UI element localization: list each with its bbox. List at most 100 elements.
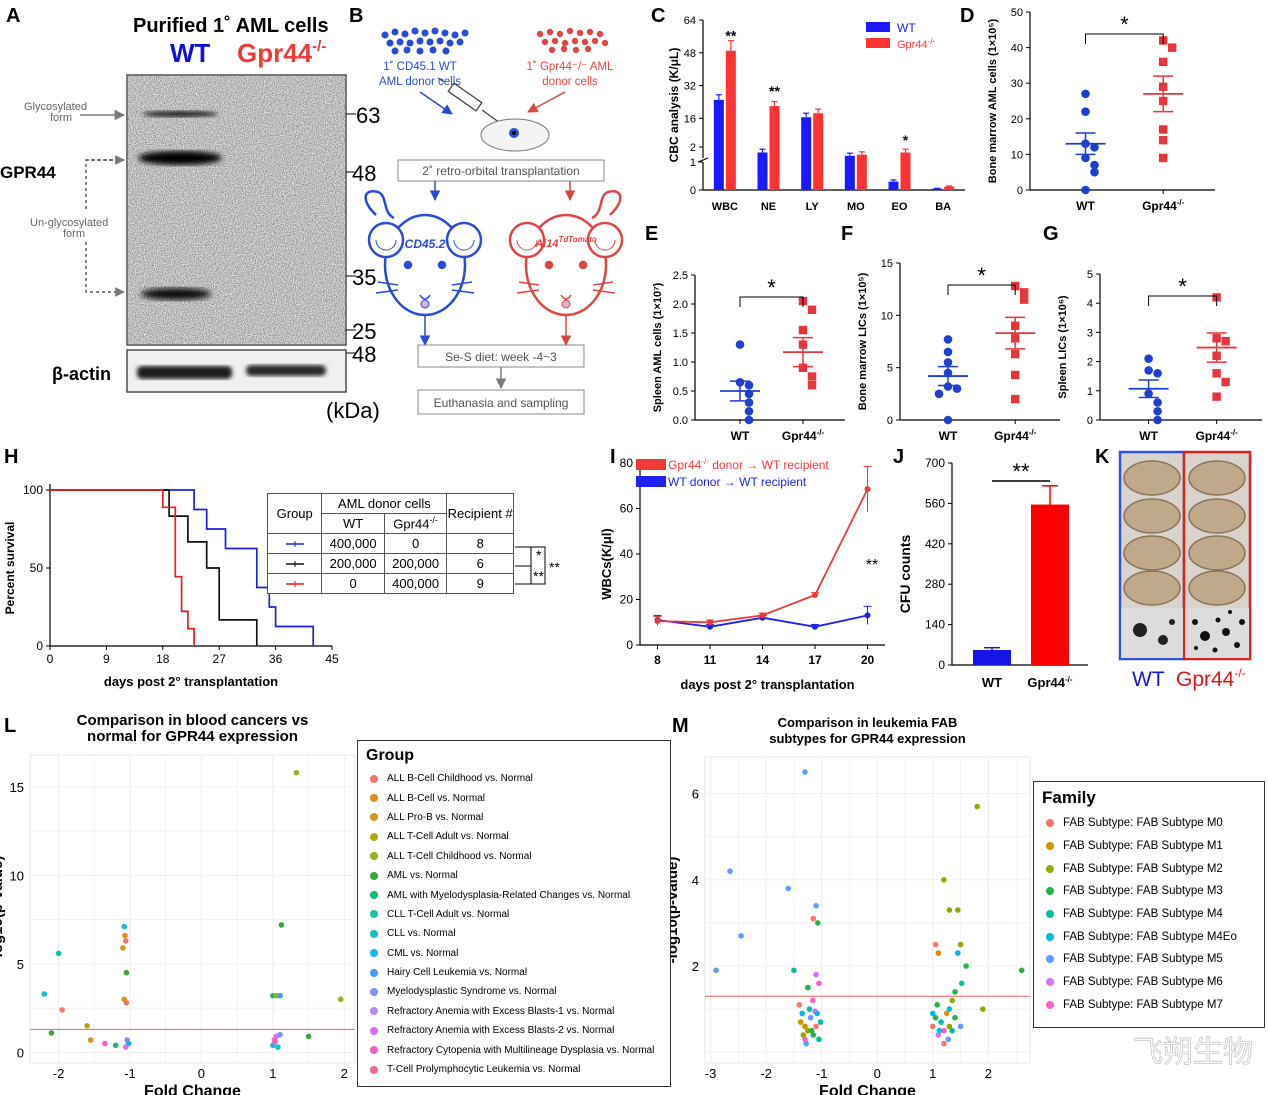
y-tick-label: 3: [1087, 327, 1093, 339]
mw-35: 35: [352, 265, 376, 290]
data-point: [1090, 142, 1099, 152]
x-axis-title: days post 2° transplantation: [104, 674, 278, 689]
legend-label: FAB Subtype: FAB Subtype M4: [1063, 908, 1223, 921]
legend-label: Myelodysplastic Syndrome vs. Normal: [387, 986, 557, 998]
legend-item: ALL B-Cell vs. Normal: [358, 788, 670, 807]
legend-dot: [1046, 864, 1054, 873]
panel-letter-k: K: [1095, 446, 1110, 468]
legend-item: Refractory Anemia with Excess Blasts-2 v…: [358, 1021, 670, 1040]
table-cell-n: 6: [446, 553, 514, 574]
legend-dot: [370, 1026, 378, 1035]
mw-markers: 63 48 35 25 48: [346, 103, 380, 367]
x-tick-label: BA: [935, 201, 951, 213]
label-glycosylated: Glycosylated form: [24, 101, 87, 124]
data-point: [963, 963, 969, 969]
data-point: [1011, 349, 1020, 359]
data-point: [936, 1027, 943, 1034]
y-axis-title: WBCs(K/μl): [599, 528, 614, 600]
x-tick-label: Gpr44-/-: [1196, 428, 1239, 443]
data-point: [934, 1002, 940, 1008]
wells-ko: [1188, 460, 1246, 606]
legend-item: FAB Subtype: FAB Subtype M0: [1034, 812, 1264, 835]
data-point: [759, 612, 766, 619]
endpoint-box: [417, 389, 585, 415]
panel-l-volcano: L -2 -1 0 1 2 0 5 10 15 Fold Change -log10(p-value…: [0, 712, 356, 1095]
panel-h-survival: H 0 50 100 0 9 18 27 36 45 Percent survival days p…: [3, 446, 560, 689]
y-tick-label: 700: [925, 456, 945, 470]
significance-label: *: [1178, 274, 1187, 299]
data-point: [813, 971, 819, 978]
x-tick-label: -2: [53, 1066, 65, 1081]
y-tick-label: 15: [10, 780, 24, 795]
y-tick-label: 20: [620, 593, 634, 607]
band-actin-ko: [246, 365, 326, 376]
chart-j-marks: 0 140 280 420 560 700 CFU counts WT Gpr44-/- **: [897, 456, 1088, 690]
data-point: [1018, 967, 1025, 974]
y-tick-label: 1.0: [673, 357, 688, 369]
y-tick-label: 2.0: [673, 299, 688, 311]
data-point: [805, 984, 811, 991]
unglyco-label-bg: [25, 212, 125, 240]
data-point: [813, 1023, 819, 1030]
mouse-ko-icon: [508, 189, 624, 317]
legend-label: AML with Myelodysplasia-Related Changes …: [387, 889, 631, 901]
data-point: [943, 415, 953, 425]
legend-item: CLL T-Cell Adult vs. Normal: [358, 905, 670, 924]
wells-wt: [1123, 460, 1181, 606]
y-tick-label: 6: [692, 787, 699, 802]
y-tick-label: 1: [1087, 386, 1093, 398]
data-point: [102, 1040, 108, 1047]
y-tick-label: 2: [1087, 357, 1093, 369]
data-point: [1144, 366, 1153, 375]
wt-donor-label: 1˚ CD45.1 WT AML donor cells: [379, 61, 461, 88]
y-tick-label: 10: [881, 310, 893, 322]
data-point: [932, 941, 939, 948]
data-point: [337, 996, 344, 1003]
chart-title: Comparison in leukemia FAB: [778, 715, 958, 730]
legend-label: ALL T-Cell Childhood vs. Normal: [387, 850, 532, 862]
data-point: [272, 1039, 278, 1045]
y-tick-label: 0: [1017, 185, 1023, 197]
bar: [900, 152, 911, 190]
y-tick-label: 0: [36, 639, 43, 653]
data-point: [121, 923, 128, 930]
panel-letter-a: A: [6, 5, 20, 27]
legend-dot: [370, 987, 378, 996]
x-tick-label: 11: [704, 653, 717, 667]
legend-dot: [1046, 842, 1054, 851]
data-point: [1153, 398, 1162, 407]
panel-letter-f: F: [841, 223, 853, 245]
data-point: [974, 803, 980, 810]
table-row-line-red: [266, 573, 323, 594]
bar: [801, 117, 812, 190]
significance-label: *: [903, 132, 909, 148]
x-tick-label: NE: [761, 201, 776, 213]
y-tick-label: 50: [30, 561, 44, 575]
x-tick-label: WT: [1076, 199, 1095, 213]
data-point: [1020, 288, 1029, 297]
data-point: [707, 623, 713, 630]
table-row: 200,000 200,000 6: [266, 553, 514, 574]
data-point: [1011, 394, 1020, 404]
legend-item: AML vs. Normal: [358, 866, 670, 885]
data-point: [812, 623, 818, 630]
significance-bracket: [739, 296, 804, 307]
legend-dot: [1046, 978, 1054, 987]
legend-dot: [370, 968, 378, 977]
bar: [757, 152, 768, 190]
legend-item: FAB Subtype: FAB Subtype M6: [1034, 971, 1264, 994]
data-point: [864, 612, 871, 619]
data-point: [943, 358, 953, 367]
legend-dot: [1046, 932, 1054, 941]
micro-wt: [1121, 608, 1183, 658]
y-tick-label: 30: [1011, 78, 1023, 90]
sig-bracket: [515, 546, 546, 585]
data-point: [1221, 377, 1230, 387]
legend-label: Refractory Cytopenia with Multilineage D…: [387, 1044, 655, 1056]
significance-label: **: [769, 83, 780, 99]
transplant-label: 2˚ retro-orbital transplantation: [422, 164, 579, 178]
data-point: [943, 382, 953, 391]
x-tick-label: Gpr44-/-: [782, 428, 825, 443]
legend-label: T-Cell Prolymphocytic Leukemia vs. Norma…: [387, 1064, 581, 1076]
